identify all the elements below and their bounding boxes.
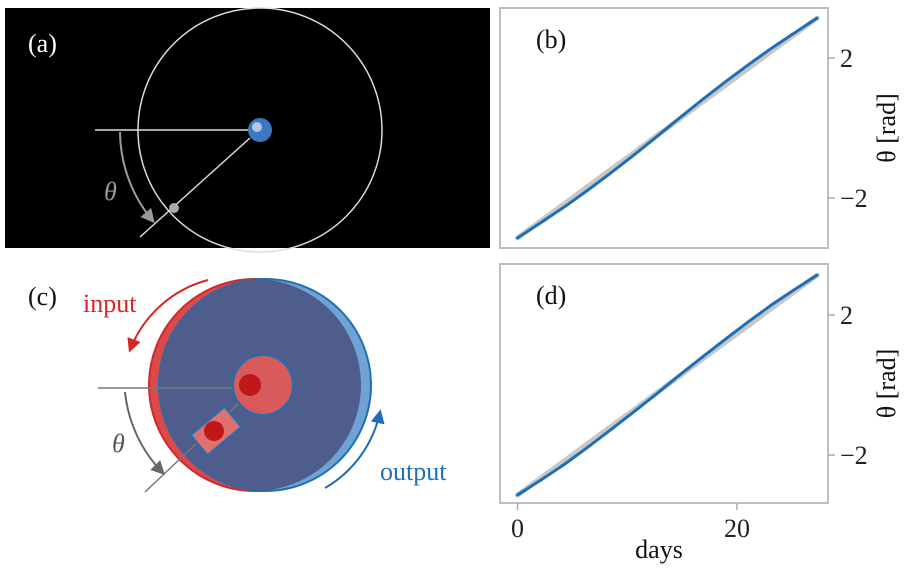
y-axis-label: θ [rad]: [872, 93, 901, 162]
angle-label: θ: [104, 177, 117, 206]
y-tick-label: −2: [840, 184, 868, 213]
x-tick-label: 0: [511, 514, 524, 543]
panel-label: (a): [28, 29, 57, 58]
orbit-diagram: (a) θ: [5, 8, 490, 252]
x-tick-label: 20: [724, 514, 750, 543]
page: (a) θ (c) input output θ −22(b)θ [rad]−2…: [0, 0, 910, 570]
y-tick-label: −2: [840, 441, 868, 470]
panel-label: (b): [536, 25, 566, 54]
y-tick-label: 2: [840, 44, 853, 73]
x-axis-label: days: [635, 535, 683, 564]
panel-label: (d): [536, 281, 566, 310]
figure: (a) θ (c) input output θ −22(b)θ [rad]−2…: [0, 0, 910, 565]
y-axis-label: θ [rad]: [872, 349, 901, 418]
angle-label: θ: [112, 429, 125, 458]
panel-label: (c): [28, 282, 57, 311]
output-label: output: [380, 457, 447, 486]
gear-diagram: (c) input output θ: [28, 279, 447, 492]
input-label: input: [83, 289, 137, 318]
y-tick-label: 2: [840, 301, 853, 330]
